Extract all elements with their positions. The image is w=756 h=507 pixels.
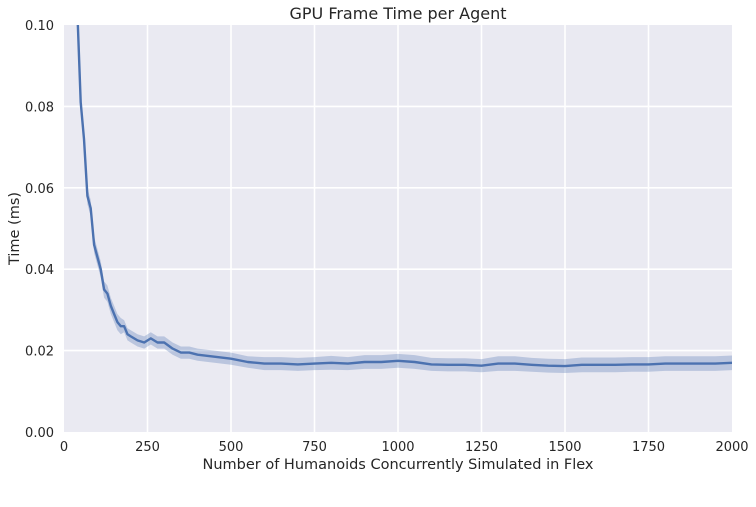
y-tick-label: 0.02 — [25, 345, 54, 360]
x-tick-label: 0 — [60, 440, 68, 455]
y-axis-label: Time (ms) — [7, 192, 23, 266]
x-tick-label: 1500 — [548, 440, 581, 455]
chart-title: GPU Frame Time per Agent — [289, 4, 506, 23]
y-tick-label: 0.10 — [25, 19, 54, 34]
y-tick-label: 0.08 — [25, 100, 54, 115]
y-tick-label: 0.00 — [25, 426, 54, 441]
x-tick-label: 500 — [219, 440, 244, 455]
x-tick-labels: 0 250 500 750 1000 1250 1500 1750 2000 — [60, 440, 749, 455]
x-axis-label: Number of Humanoids Concurrently Simulat… — [202, 457, 593, 473]
y-tick-label: 0.06 — [25, 182, 54, 197]
confidence-band — [77, 25, 732, 373]
series-line — [76, 25, 732, 368]
x-tick-label: 1000 — [381, 440, 414, 455]
x-tick-label: 1750 — [632, 440, 665, 455]
y-tick-labels: 0.00 0.02 0.04 0.06 0.08 0.10 — [25, 19, 54, 441]
x-tick-label: 2000 — [715, 440, 748, 455]
x-tick-label: 250 — [135, 440, 160, 455]
x-tick-label: 750 — [302, 440, 327, 455]
x-tick-label: 1250 — [465, 440, 498, 455]
y-tick-label: 0.04 — [25, 263, 54, 278]
